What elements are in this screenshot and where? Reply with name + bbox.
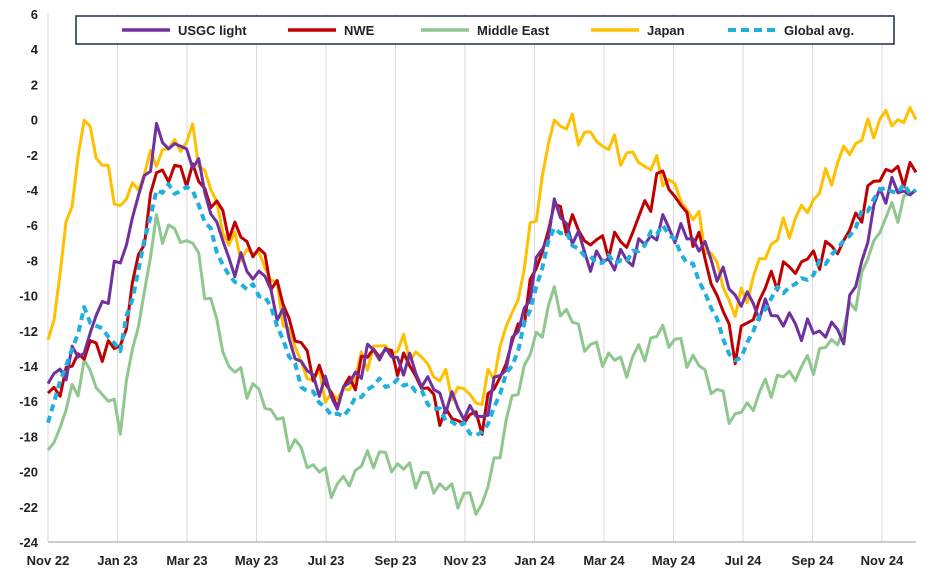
x-tick-label: Sep 24 — [792, 553, 835, 568]
y-tick-label: 2 — [31, 77, 38, 92]
legend-label: Middle East — [477, 23, 550, 38]
x-tick-label: Nov 23 — [444, 553, 487, 568]
y-tick-label: -20 — [19, 465, 38, 480]
legend-label: Japan — [647, 23, 685, 38]
y-tick-label: -14 — [19, 359, 39, 374]
y-axis: 6 4 2 0 -2 -4 -6 -8 -10 -12 -14 -16 -18 -20 -22 -24 — [19, 7, 39, 550]
y-tick-label: -16 — [19, 394, 38, 409]
y-tick-label: -12 — [19, 324, 38, 339]
y-tick-label: 0 — [31, 113, 38, 128]
y-tick-label: -24 — [19, 535, 39, 550]
y-tick-label: 6 — [31, 7, 38, 22]
x-tick-label: Jan 23 — [97, 553, 137, 568]
x-tick-label: Jul 23 — [308, 553, 345, 568]
x-tick-label: Jan 24 — [514, 553, 555, 568]
y-tick-label: -4 — [26, 183, 38, 198]
y-tick-label: -8 — [26, 253, 38, 268]
series-line-middle-east — [46, 188, 917, 516]
x-tick-label: Mar 24 — [583, 553, 625, 568]
y-tick-label: -10 — [19, 289, 38, 304]
y-tick-label: -18 — [19, 429, 38, 444]
y-tick-label: -6 — [26, 218, 38, 233]
y-tick-label: -2 — [26, 148, 38, 163]
x-tick-label: May 24 — [652, 553, 696, 568]
legend-label: USGC light — [178, 23, 247, 38]
x-tick-label: Nov 22 — [27, 553, 70, 568]
x-tick-label: Nov 24 — [861, 553, 904, 568]
vertical-gridlines — [47, 14, 883, 542]
x-axis: Nov 22 Jan 23 Mar 23 May 23 Jul 23 Sep 23 Nov … — [27, 553, 904, 568]
x-tick-label: May 23 — [235, 553, 278, 568]
series-line-global-avg — [46, 182, 918, 438]
x-tick-label: Sep 23 — [375, 553, 417, 568]
x-tick-label: Jul 24 — [725, 553, 763, 568]
y-tick-label: 4 — [31, 42, 39, 57]
legend-label: NWE — [344, 23, 375, 38]
x-tick-label: Mar 23 — [166, 553, 207, 568]
series-line-japan — [46, 106, 918, 406]
series-line-usgc-light — [46, 121, 917, 422]
legend: USGC light NWE Middle East Japan Global avg. — [75, 15, 895, 45]
legend-label: Global avg. — [784, 23, 854, 38]
series-layer — [46, 106, 918, 516]
y-tick-label: -22 — [19, 500, 38, 515]
